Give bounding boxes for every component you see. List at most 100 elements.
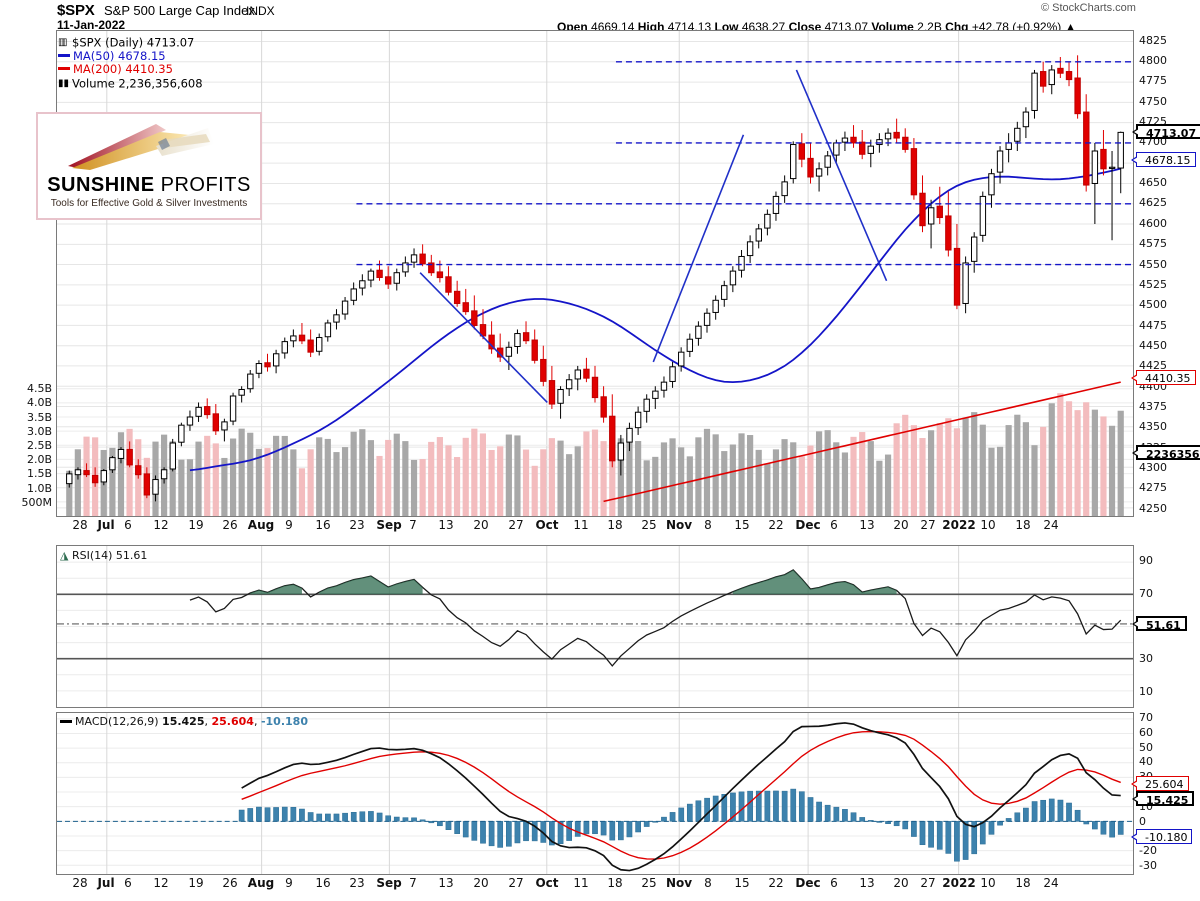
macd-axis-tick--30: -30 bbox=[1139, 859, 1157, 872]
symbol-ticker: $SPX bbox=[57, 2, 95, 19]
x-axis-tick-upper-20: 20 bbox=[893, 518, 909, 532]
x-axis-tick-upper-18: 18 bbox=[607, 518, 623, 532]
x-axis-tick-upper-13: 13 bbox=[859, 518, 875, 532]
x-axis-tick-lower-Dec: Dec bbox=[795, 876, 821, 890]
price-flag-2236356608: 2236356608 bbox=[1132, 445, 1200, 461]
rsi-legend: ◮ RSI(14) 51.61 bbox=[60, 549, 147, 562]
x-axis-tick-lower-6: 6 bbox=[830, 876, 838, 890]
x-axis-tick-upper-Sep: Sep bbox=[376, 518, 402, 532]
macd-histogram-value: -10.180 bbox=[260, 715, 308, 728]
x-axis-tick-lower-10: 10 bbox=[980, 876, 996, 890]
x-axis-tick-lower-Oct: Oct bbox=[535, 876, 559, 890]
x-axis-tick-lower-18: 18 bbox=[1015, 876, 1031, 890]
x-axis-tick-upper-8: 8 bbox=[704, 518, 712, 532]
macd-axis-tick-50: 50 bbox=[1139, 741, 1153, 754]
rsi-plot-area[interactable] bbox=[57, 546, 1133, 707]
legend-ma50-row: MA(50) 4678.15 bbox=[58, 48, 203, 64]
price-axis-tick-4625: 4625 bbox=[1139, 196, 1167, 209]
x-axis-tick-lower-24: 24 bbox=[1043, 876, 1059, 890]
x-axis-tick-upper-20: 20 bbox=[473, 518, 489, 532]
price-axis-tick-4575: 4575 bbox=[1139, 237, 1167, 250]
legend-ma200-row: MA(200) 4410.35 bbox=[58, 62, 203, 77]
x-axis-tick-upper-25: 25 bbox=[641, 518, 657, 532]
sunshine-profits-logo: SUNSHINE PROFITS Tools for Effective Gol… bbox=[36, 112, 262, 220]
price-axis-tick-4500: 4500 bbox=[1139, 298, 1167, 311]
rsi-legend-label: RSI(14) 51.61 bbox=[71, 549, 148, 562]
logo-name-bold: SUNSHINE bbox=[47, 174, 155, 196]
macd-axis-tick-40: 40 bbox=[1139, 755, 1153, 768]
symbol-exchange: INDX bbox=[246, 4, 275, 18]
x-axis-tick-lower-27: 27 bbox=[920, 876, 936, 890]
macd-axis-tick-0: 0 bbox=[1139, 815, 1146, 828]
chart-header: $SPX S&P 500 Large Cap Index INDX 11-Jan… bbox=[0, 0, 1200, 34]
price-axis-tick-4275: 4275 bbox=[1139, 481, 1167, 494]
logo-rays-icon bbox=[68, 124, 214, 170]
price-axis-tick-4300: 4300 bbox=[1139, 461, 1167, 474]
x-axis-tick-upper-18: 18 bbox=[1015, 518, 1031, 532]
rsi-axis-tick-90: 90 bbox=[1139, 554, 1153, 567]
rsi-axis-tick-70: 70 bbox=[1139, 587, 1153, 600]
logo-tagline: Tools for Effective Gold & Silver Invest… bbox=[50, 198, 248, 209]
x-axis-tick-lower-12: 12 bbox=[153, 876, 169, 890]
price-axis-tick-4450: 4450 bbox=[1139, 339, 1167, 352]
symbol-description: S&P 500 Large Cap Index bbox=[104, 3, 255, 18]
volume-axis-tick-2: 3.5B bbox=[26, 411, 52, 424]
x-axis-tick-upper-23: 23 bbox=[349, 518, 365, 532]
x-axis-tick-upper-26: 26 bbox=[222, 518, 238, 532]
ma50-color-swatch bbox=[58, 53, 70, 57]
price-axis-tick-4600: 4600 bbox=[1139, 217, 1167, 230]
x-axis-tick-lower-19: 19 bbox=[188, 876, 204, 890]
macd-plot-area[interactable] bbox=[57, 713, 1133, 874]
legend-ma50-label: MA(50) 4678.15 bbox=[73, 48, 166, 63]
rsi-value-flag: 51.61 bbox=[1132, 616, 1187, 632]
x-axis-tick-upper-9: 9 bbox=[285, 518, 293, 532]
price-axis-tick-4250: 4250 bbox=[1139, 502, 1167, 515]
macd-panel[interactable] bbox=[56, 712, 1134, 875]
price-axis-tick-4650: 4650 bbox=[1139, 176, 1167, 189]
x-axis-tick-lower-26: 26 bbox=[222, 876, 238, 890]
chart-legend: ▥ $SPX (Daily) 4713.07 MA(50) 4678.15 MA(… bbox=[58, 35, 203, 90]
logo-wordmark: SUNSHINE PROFITS bbox=[38, 174, 260, 197]
price-axis-tick-4475: 4475 bbox=[1139, 319, 1167, 332]
x-axis-tick-lower-23: 23 bbox=[349, 876, 365, 890]
x-axis-tick-upper-Nov: Nov bbox=[665, 518, 693, 532]
macd-flag--10.180: -10.180 bbox=[1130, 829, 1193, 844]
x-axis-tick-lower-11: 11 bbox=[573, 876, 589, 890]
volume-bars-icon: ▮▮ bbox=[58, 77, 70, 89]
x-axis-tick-upper-6: 6 bbox=[124, 518, 132, 532]
price-axis-tick-4425: 4425 bbox=[1139, 359, 1167, 372]
x-axis-tick-upper-27: 27 bbox=[920, 518, 936, 532]
price-plot-area[interactable] bbox=[57, 31, 1133, 516]
x-axis-tick-upper-6: 6 bbox=[830, 518, 838, 532]
rsi-axis-tick-10: 10 bbox=[1139, 685, 1153, 698]
x-axis-tick-upper-11: 11 bbox=[573, 518, 589, 532]
volume-axis-tick-6: 1.5B bbox=[26, 467, 52, 480]
volume-axis-tick-4: 2.5B bbox=[26, 439, 52, 452]
x-axis-tick-lower-20: 20 bbox=[893, 876, 909, 890]
price-axis-tick-4825: 4825 bbox=[1139, 34, 1167, 47]
volume-axis-tick-0: 4.5B bbox=[26, 382, 52, 395]
rsi-axis-tick-30: 30 bbox=[1139, 652, 1153, 665]
legend-price-label: $SPX (Daily) 4713.07 bbox=[72, 35, 195, 50]
x-axis-tick-lower-Jul: Jul bbox=[97, 876, 115, 890]
volume-axis-tick-5: 2.0B bbox=[26, 453, 52, 466]
macd-flag-25.604: 25.604 bbox=[1131, 776, 1189, 791]
x-axis-tick-lower-25: 25 bbox=[641, 876, 657, 890]
x-axis-tick-upper-12: 12 bbox=[153, 518, 169, 532]
x-axis-tick-lower-7: 7 bbox=[409, 876, 417, 890]
x-axis-tick-lower-16: 16 bbox=[315, 876, 331, 890]
x-axis-tick-lower-13: 13 bbox=[438, 876, 454, 890]
x-axis-tick-upper-27: 27 bbox=[508, 518, 524, 532]
price-axis-tick-4525: 4525 bbox=[1139, 278, 1167, 291]
price-panel[interactable] bbox=[56, 30, 1134, 517]
volume-axis-tick-3: 3.0B bbox=[26, 425, 52, 438]
macd-signal-value: 25.604 bbox=[211, 715, 254, 728]
change-arrow-icon: ▲ bbox=[1064, 20, 1077, 34]
price-flag-4410.35: 4410.35 bbox=[1131, 370, 1196, 385]
price-axis-tick-4775: 4775 bbox=[1139, 74, 1167, 87]
rsi-panel[interactable] bbox=[56, 545, 1134, 708]
macd-line-value: 15.425 bbox=[162, 715, 205, 728]
x-axis-tick-lower-6: 6 bbox=[124, 876, 132, 890]
x-axis-tick-lower-15: 15 bbox=[734, 876, 750, 890]
